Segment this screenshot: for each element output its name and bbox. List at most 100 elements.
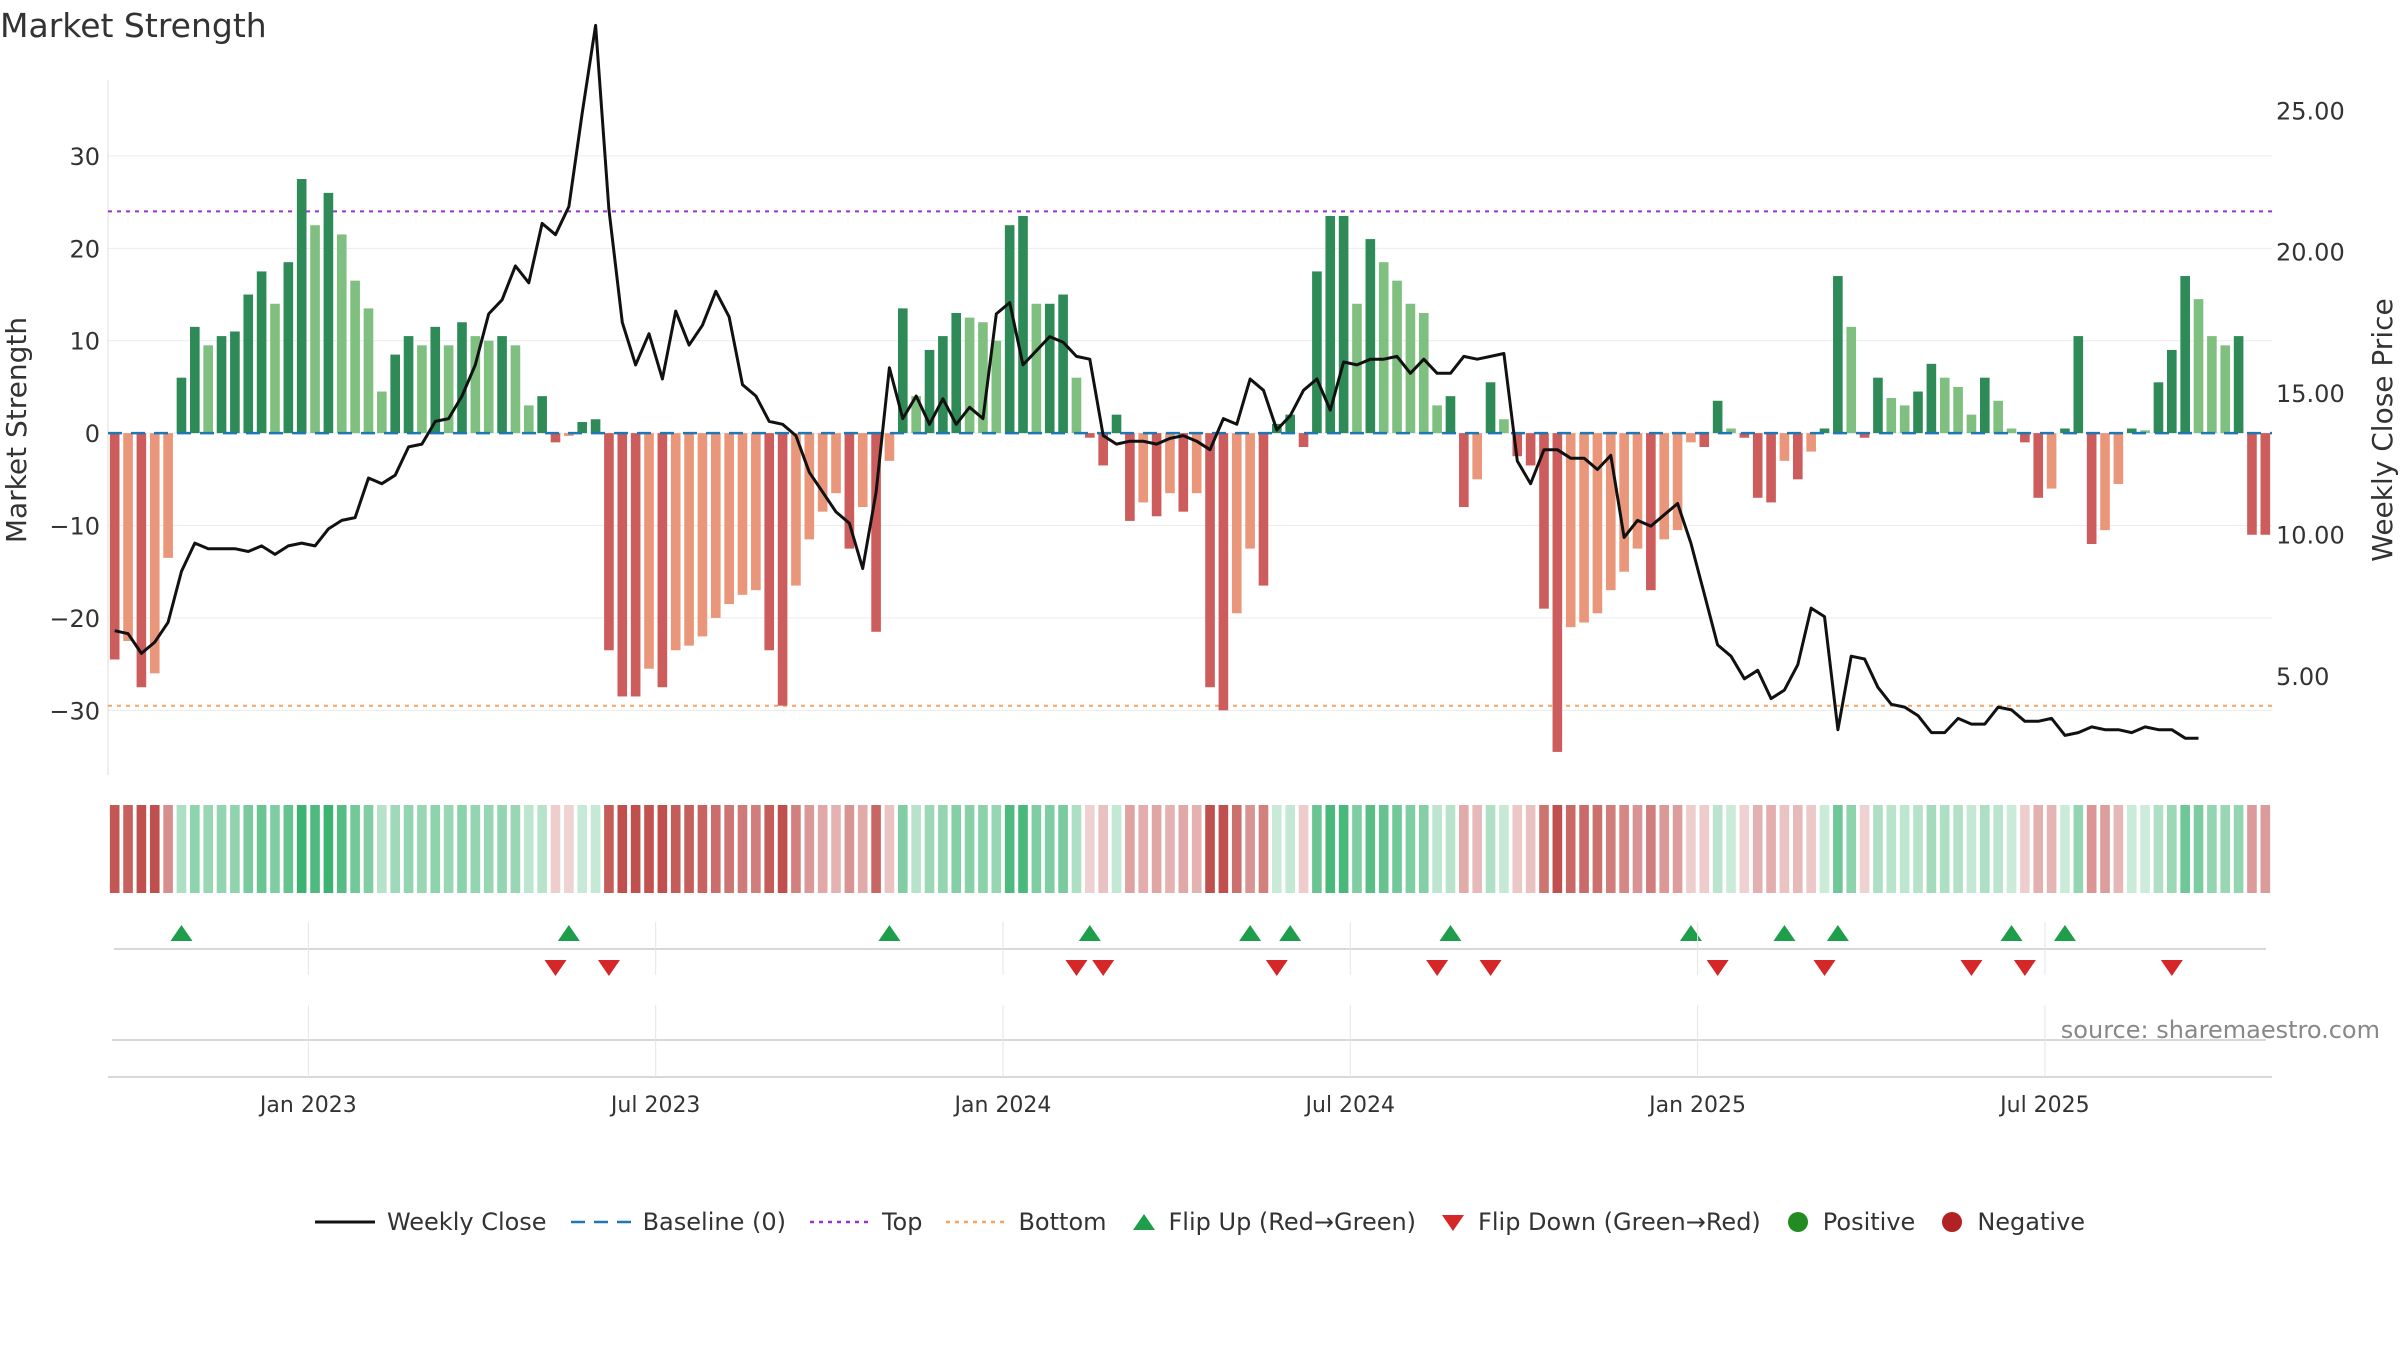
legend-swatch bbox=[1787, 1212, 1808, 1232]
heat-cell bbox=[911, 805, 921, 893]
strength-bar bbox=[1405, 303, 1416, 434]
heat-cell bbox=[2033, 805, 2044, 893]
strength-bar bbox=[1365, 239, 1376, 434]
strength-bar bbox=[964, 317, 975, 434]
heat-cell bbox=[604, 805, 614, 893]
heat-cell bbox=[1993, 805, 2003, 893]
heat-cell bbox=[1085, 805, 1095, 893]
strength-bar bbox=[537, 396, 547, 434]
heat-cell bbox=[897, 805, 908, 893]
strength-bar bbox=[2073, 336, 2084, 434]
strength-bar bbox=[2233, 336, 2244, 434]
strength-bar bbox=[897, 308, 908, 434]
heat-cell bbox=[1739, 805, 1750, 893]
strength-bar bbox=[256, 271, 267, 434]
heat-cell bbox=[2247, 805, 2257, 893]
heat-cell bbox=[1018, 805, 1028, 893]
source-credit: source: sharemaestro.com bbox=[2060, 1016, 2380, 1044]
y2-axis-label: Weekly Close Price bbox=[2366, 298, 2399, 561]
heat-cell bbox=[1352, 805, 1362, 893]
heat-cell bbox=[243, 805, 254, 893]
heat-cell bbox=[1699, 805, 1710, 893]
heat-cell bbox=[1031, 805, 1042, 893]
heat-cell bbox=[644, 805, 654, 893]
heat-cell bbox=[951, 805, 962, 893]
flip-down-marker bbox=[1813, 960, 1836, 976]
heat-cell bbox=[363, 805, 374, 893]
y-tick-label: 10 bbox=[69, 328, 100, 356]
heat-cell bbox=[1111, 805, 1122, 893]
heat-cell bbox=[176, 805, 187, 893]
strength-bar bbox=[1979, 377, 1990, 434]
heat-cell bbox=[924, 805, 935, 893]
heat-cell bbox=[1672, 805, 1683, 893]
strength-bar bbox=[978, 322, 988, 434]
heat-cell bbox=[1071, 805, 1082, 893]
heat-cell bbox=[336, 805, 347, 893]
strength-bar bbox=[1165, 433, 1175, 494]
strength-bar bbox=[777, 433, 788, 706]
y-tick-label: 20 bbox=[69, 235, 100, 263]
heat-cell bbox=[1058, 805, 1068, 893]
y-tick-label: 0 bbox=[85, 420, 100, 448]
heat-cell bbox=[430, 805, 441, 893]
strength-bar bbox=[363, 308, 374, 434]
heat-cell bbox=[2060, 805, 2070, 893]
strength-bar bbox=[1859, 433, 1870, 438]
heat-cell bbox=[1405, 805, 1416, 893]
legend-label: Negative bbox=[1977, 1208, 2086, 1236]
strength-bar bbox=[1659, 433, 1670, 540]
heat-cell bbox=[710, 805, 721, 893]
strength-bar bbox=[1432, 405, 1442, 434]
strength-bar bbox=[1632, 433, 1643, 549]
flip-up-marker bbox=[1679, 925, 1702, 941]
heat-cell bbox=[1579, 805, 1589, 893]
y-tick-label: −10 bbox=[49, 513, 100, 541]
strength-bar bbox=[1739, 433, 1750, 438]
strength-bar bbox=[1525, 433, 1536, 466]
heat-cell bbox=[1338, 805, 1349, 893]
strength-bar bbox=[1712, 400, 1723, 434]
heat-cell bbox=[1365, 805, 1376, 893]
legend-item: Flip Down (Green→Red) bbox=[1440, 1208, 1761, 1236]
strength-bar bbox=[644, 433, 654, 669]
strength-bar bbox=[190, 326, 200, 434]
heat-cell bbox=[1098, 805, 1108, 893]
legend-swatch bbox=[1132, 1214, 1155, 1230]
heat-cell bbox=[751, 805, 761, 893]
strength-bar bbox=[1672, 433, 1683, 531]
strength-bar bbox=[430, 326, 441, 434]
strength-bar bbox=[2100, 433, 2110, 531]
heat-cell bbox=[657, 805, 668, 893]
strength-bar bbox=[350, 280, 360, 434]
strength-bar bbox=[2180, 276, 2190, 434]
legend-label: Baseline (0) bbox=[642, 1208, 786, 1236]
weekly-close-line bbox=[114, 23, 2199, 740]
heat-cell bbox=[630, 805, 641, 893]
heat-cell bbox=[670, 805, 681, 893]
heat-cell bbox=[1592, 805, 1603, 893]
strength-bar bbox=[2167, 349, 2177, 434]
legend-label: Flip Up (Red→Green) bbox=[1168, 1208, 1417, 1236]
flip-down-marker bbox=[2160, 960, 2183, 976]
heat-cell bbox=[1151, 805, 1162, 893]
legend-label: Positive bbox=[1822, 1208, 1916, 1236]
heat-cell bbox=[1445, 805, 1456, 893]
strength-bar bbox=[283, 262, 294, 434]
strength-bar bbox=[1766, 433, 1776, 503]
chart-legend: Weekly Close Baseline (0) Top Bottom Flip Up… bbox=[0, 1208, 2400, 1236]
strength-bar bbox=[176, 377, 187, 434]
heat-cell bbox=[537, 805, 547, 893]
heat-cell bbox=[1899, 805, 1910, 893]
strength-bar bbox=[1231, 433, 1242, 614]
heat-cell bbox=[1752, 805, 1763, 893]
heat-cell bbox=[724, 805, 734, 893]
strength-bar bbox=[2220, 345, 2231, 434]
strength-bar bbox=[831, 433, 841, 494]
strength-bar bbox=[1031, 303, 1042, 434]
heat-cell bbox=[1499, 805, 1509, 893]
heat-cell bbox=[2260, 805, 2271, 893]
heat-cell bbox=[2086, 805, 2097, 893]
heat-cell bbox=[1258, 805, 1269, 893]
heat-cell bbox=[1165, 805, 1175, 893]
